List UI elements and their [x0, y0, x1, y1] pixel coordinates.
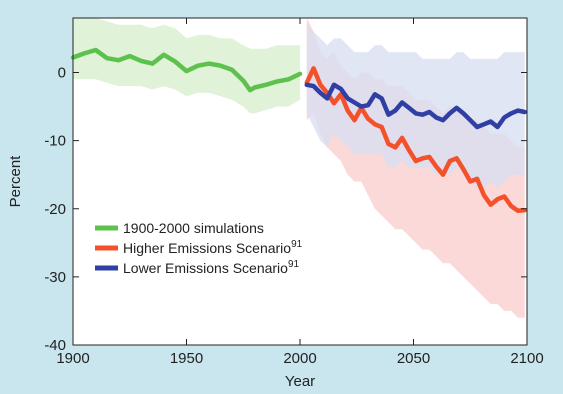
historical-series-line	[70, 47, 303, 93]
x-tick-label: 2100	[510, 350, 543, 367]
higher-series-line	[304, 66, 527, 214]
lower-series-line	[304, 82, 527, 130]
y-tick-label: -10	[44, 133, 66, 150]
series-lines	[70, 47, 527, 214]
x-tick-label: 1900	[56, 350, 89, 367]
y-tick-label: -20	[44, 201, 66, 218]
y-tick-label: -40	[44, 337, 66, 354]
x-tick-label: 2050	[397, 350, 430, 367]
x-tick-label: 2000	[283, 350, 316, 367]
legend: 1900-2000 simulations Higher Emissions Sc…	[95, 220, 303, 276]
x-axis-ticks: 1900 1950 2000 2050 2100	[56, 18, 544, 367]
legend-label: Lower Emissions Scenario91	[123, 259, 300, 276]
legend-label: Higher Emissions Scenario91	[123, 239, 303, 256]
uncertainty-bands	[73, 18, 525, 318]
historical-band	[73, 18, 300, 114]
y-axis-label: Percent	[7, 155, 24, 208]
y-tick-label: -30	[44, 269, 66, 286]
x-tick-label: 1950	[170, 350, 203, 367]
legend-label: 1900-2000 simulations	[123, 220, 264, 236]
y-axis-ticks: 0 -10 -20 -30 -40	[44, 65, 527, 354]
lower-band	[306, 24, 525, 189]
y-tick-label: 0	[58, 65, 66, 82]
x-axis-label: Year	[285, 373, 315, 389]
legend-superscript: 91	[288, 259, 300, 270]
legend-superscript: 91	[291, 239, 303, 250]
